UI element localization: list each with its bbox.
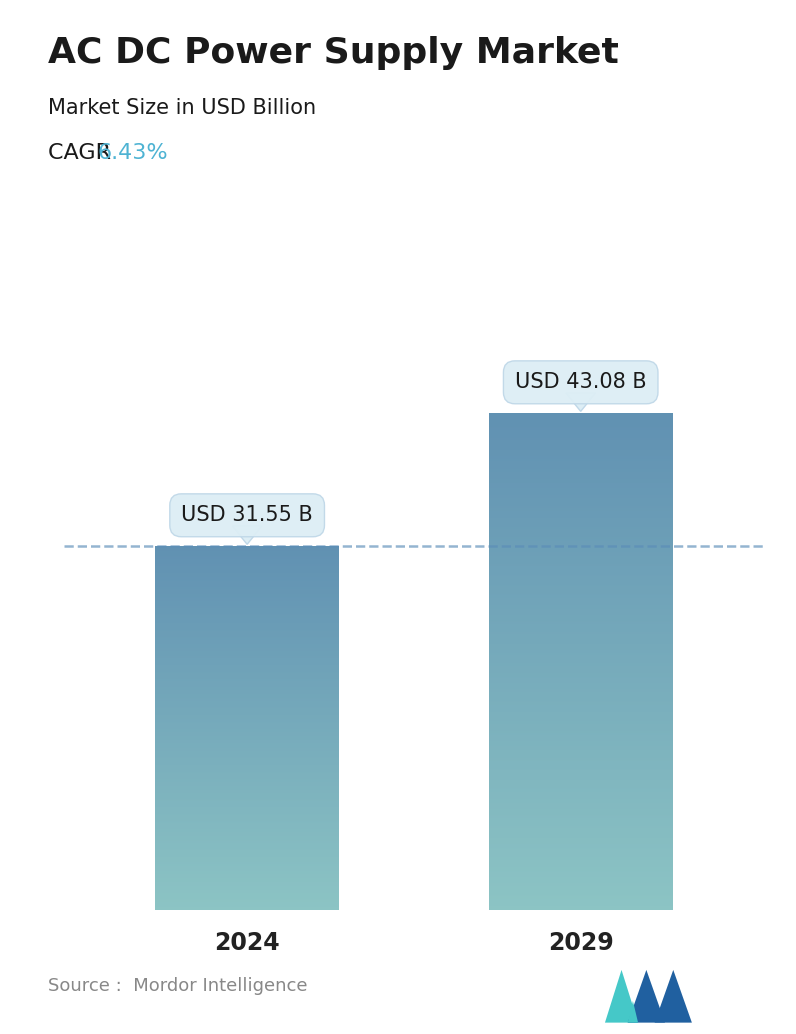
Polygon shape bbox=[605, 970, 638, 1023]
Text: AC DC Power Supply Market: AC DC Power Supply Market bbox=[48, 36, 618, 70]
Polygon shape bbox=[628, 1001, 638, 1023]
Text: CAGR: CAGR bbox=[48, 143, 125, 162]
Polygon shape bbox=[654, 970, 692, 1023]
Text: Source :  Mordor Intelligence: Source : Mordor Intelligence bbox=[48, 977, 307, 995]
Text: Market Size in USD Billion: Market Size in USD Billion bbox=[48, 98, 316, 118]
Polygon shape bbox=[566, 393, 595, 412]
Text: USD 43.08 B: USD 43.08 B bbox=[515, 372, 646, 392]
Polygon shape bbox=[628, 970, 665, 1023]
Text: 6.43%: 6.43% bbox=[97, 143, 168, 162]
Polygon shape bbox=[232, 526, 262, 544]
Text: USD 31.55 B: USD 31.55 B bbox=[181, 506, 313, 525]
